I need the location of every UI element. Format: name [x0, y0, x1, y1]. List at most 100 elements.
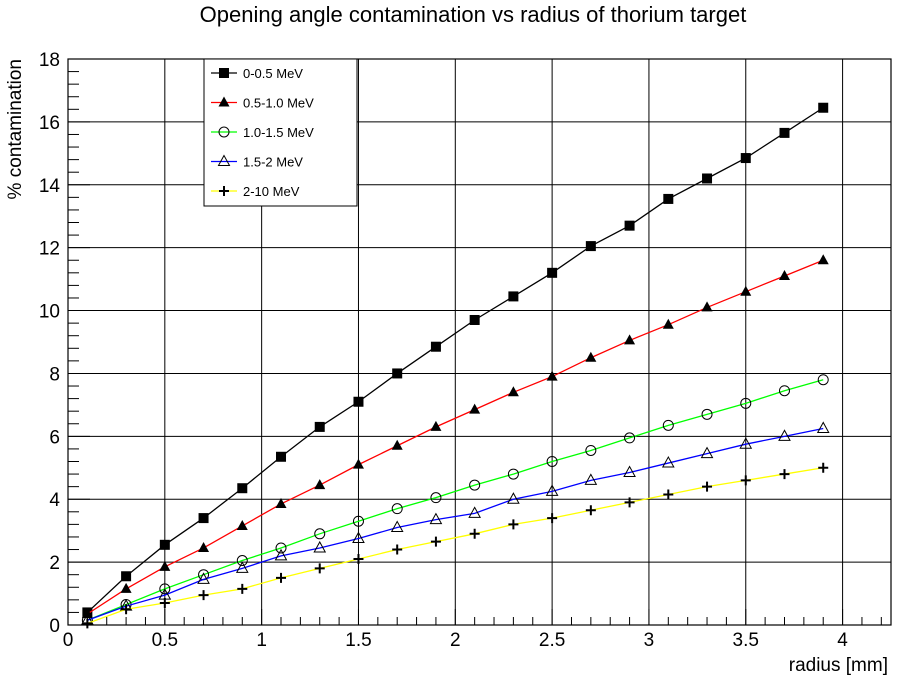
- data-point: [585, 444, 597, 456]
- data-point: [353, 396, 364, 407]
- data-point: [274, 548, 288, 561]
- data-point: [779, 127, 790, 138]
- data-point: [701, 408, 713, 420]
- data-point: [430, 420, 442, 431]
- data-point: [236, 555, 248, 567]
- data-point: [779, 469, 790, 480]
- data-point: [508, 291, 519, 302]
- legend-marker: [218, 126, 230, 138]
- data-point: [392, 544, 403, 555]
- data-point: [585, 351, 597, 362]
- y-tick-label: 12: [39, 239, 60, 260]
- x-tick-label: 3.5: [733, 630, 759, 651]
- legend-item: 1.0-1.5 MeV: [211, 125, 314, 140]
- y-tick-label: 8: [49, 364, 60, 385]
- x-tick-label: 1: [256, 630, 267, 651]
- data-point: [237, 483, 248, 494]
- data-point: [353, 553, 364, 564]
- plot-frame: [67, 58, 892, 626]
- grid: [68, 59, 891, 625]
- x-tick-label: 3: [644, 630, 655, 651]
- legend-marker: [219, 68, 229, 78]
- x-axis-label: radius [mm]: [789, 655, 888, 676]
- data-point: [702, 481, 713, 492]
- data-point: [430, 341, 441, 352]
- y-tick-label: 10: [39, 302, 60, 323]
- data-point: [624, 497, 635, 508]
- legend-label: 2-10 MeV: [243, 184, 300, 199]
- legend-item: 1.5-2 MeV: [211, 154, 303, 170]
- legend: 0-0.5 MeV 0.5-1.0 MeV 1.0-1.5 MeV 1.5-2 MeV…: [203, 58, 358, 207]
- data-point: [662, 419, 674, 431]
- data-point: [700, 446, 714, 459]
- data-point: [778, 269, 790, 280]
- data-point: [818, 102, 829, 113]
- data-point: [159, 539, 170, 550]
- data-point: [121, 604, 132, 615]
- data-point: [430, 536, 441, 547]
- legend-marker: [218, 96, 230, 107]
- series-line: [87, 379, 824, 621]
- legend-item: 0.5-1.0 MeV: [211, 96, 314, 111]
- data-point: [740, 153, 751, 164]
- data-point: [585, 505, 596, 516]
- data-point: [275, 497, 287, 508]
- data-point: [314, 421, 325, 432]
- data-point: [507, 468, 519, 480]
- y-axis: 0 2 4 6 8 10 12 14 16 18: [39, 50, 90, 637]
- data-point: [159, 560, 171, 571]
- data-point: [584, 473, 598, 485]
- data-point: [739, 437, 753, 449]
- data-point: [198, 590, 209, 601]
- data-point: [237, 583, 248, 594]
- data-point: [661, 456, 675, 468]
- data-point: [662, 318, 674, 329]
- data-point: [276, 451, 287, 462]
- data-point: [624, 220, 635, 231]
- data-point: [778, 385, 790, 397]
- data-point: [623, 465, 636, 477]
- data-point: [585, 241, 596, 252]
- data-point: [546, 370, 558, 381]
- data-point: [740, 285, 752, 296]
- data-point: [121, 571, 132, 582]
- y-tick-label: 16: [39, 113, 60, 134]
- data-point: [663, 193, 674, 204]
- x-tick-label: 2: [450, 630, 461, 651]
- data-point: [392, 368, 403, 379]
- data-point: [507, 492, 520, 504]
- data-point: [469, 403, 481, 414]
- x-tick-label: 0.5: [152, 630, 178, 651]
- data-point: [352, 515, 364, 527]
- y-tick-label: 6: [49, 427, 60, 448]
- data-point: [818, 462, 829, 473]
- data-point: [429, 512, 443, 525]
- series-3: [81, 421, 830, 625]
- x-tick-label: 0: [63, 630, 74, 651]
- data-point: [702, 173, 713, 184]
- data-point: [430, 492, 442, 504]
- data-point: [235, 561, 249, 573]
- data-point: [468, 506, 482, 518]
- data-point: [624, 334, 636, 345]
- data-point: [740, 475, 751, 486]
- legend-label: 1.5-2 MeV: [243, 155, 303, 170]
- data-point: [159, 583, 171, 595]
- data-point: [314, 563, 325, 574]
- data-point: [276, 572, 287, 583]
- data-point: [816, 421, 830, 433]
- series-line: [87, 467, 824, 625]
- data-point: [817, 254, 829, 265]
- y-tick-label: 4: [49, 490, 60, 511]
- data-point: [236, 519, 248, 530]
- data-point: [314, 479, 326, 490]
- data-point: [546, 455, 558, 467]
- legend-item: 0-0.5 MeV: [211, 66, 303, 81]
- series-0: [82, 102, 829, 618]
- data-point: [624, 432, 636, 444]
- data-point: [390, 520, 404, 533]
- data-point: [313, 540, 327, 553]
- data-point: [545, 484, 559, 496]
- data-point: [275, 542, 287, 554]
